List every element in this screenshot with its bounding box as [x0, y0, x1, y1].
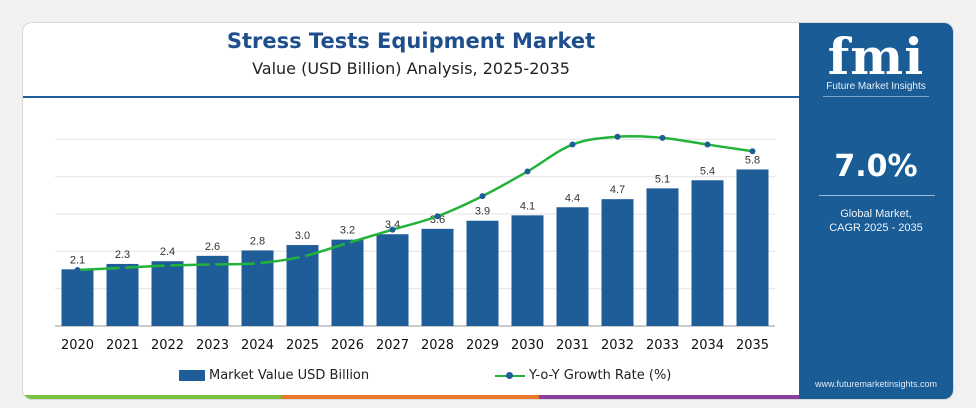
growth-rate-line: [77, 134, 753, 272]
x-tick-2023: 2023: [196, 338, 229, 353]
bar-2030: [511, 215, 544, 326]
bar-label-2034: 5.4: [700, 165, 715, 177]
bar-label-2024: 2.8: [250, 235, 265, 247]
x-tick-2027: 2027: [376, 338, 409, 353]
cagr-label-line2: CAGR 2025 - 2035: [829, 222, 923, 234]
chart-subtitle: Value (USD Billion) Analysis, 2025-2035: [252, 59, 570, 78]
x-tick-2035: 2035: [736, 338, 769, 353]
chart-card: Stress Tests Equipment Market Value (USD…: [22, 22, 954, 400]
bar-label-2025: 3.0: [295, 230, 310, 242]
legend-bar-label: Market Value USD Billion: [209, 368, 370, 383]
bar-2033: [646, 188, 679, 326]
title-divider: [23, 96, 799, 98]
growth-point-2029: [479, 193, 486, 200]
bar-label-2031: 4.4: [565, 192, 580, 204]
x-tick-2034: 2034: [691, 338, 724, 353]
x-tick-2025: 2025: [286, 338, 319, 353]
cagr-label: Global Market, CAGR 2025 - 2035: [799, 207, 953, 235]
legend-item-market-value: Market Value USD Billion: [179, 368, 369, 383]
growth-point-2031: [569, 141, 576, 148]
chart-title: Stress Tests Equipment Market: [226, 29, 596, 53]
growth-point-2023: [209, 261, 216, 268]
logo-divider: [823, 96, 929, 97]
bar-2022: [151, 261, 184, 326]
growth-point-2028: [434, 213, 441, 220]
x-tick-2032: 2032: [601, 338, 634, 353]
growth-point-2024: [254, 260, 261, 267]
bar-2020: [61, 269, 94, 326]
fmi-logo: fmi: [827, 27, 925, 86]
bar-2032: [601, 199, 634, 326]
growth-point-2027: [389, 226, 396, 233]
cagr-value: 7.0%: [834, 149, 918, 184]
x-tick-2021: 2021: [106, 338, 139, 353]
growth-point-2032: [614, 133, 621, 140]
bar-2034: [691, 180, 724, 326]
bar-label-2033: 5.1: [655, 173, 670, 185]
bar-2026: [331, 239, 364, 326]
bar-2023: [196, 255, 229, 326]
x-tick-2024: 2024: [241, 338, 274, 353]
website-link[interactable]: www.futuremarketinsights.com: [814, 379, 938, 389]
legend-bar-swatch: [179, 370, 205, 381]
bar-label-2030: 4.1: [520, 200, 535, 212]
bar-label-2029: 3.9: [475, 206, 490, 218]
bottom-stripe-purple: [539, 395, 799, 399]
x-tick-2026: 2026: [331, 338, 364, 353]
bar-2035: [736, 169, 769, 326]
legend-line-label: Y-o-Y Growth Rate (%): [529, 368, 672, 383]
growth-point-2035: [749, 148, 756, 155]
growth-point-2026: [344, 240, 351, 247]
x-tick-2020: 2020: [61, 338, 94, 353]
legend-line-swatch: [495, 370, 525, 382]
growth-point-2020: [74, 267, 81, 273]
bar-label-2035: 5.8: [745, 154, 760, 166]
bar-label-2026: 3.2: [340, 225, 355, 237]
bar-label-2020: 2.1: [70, 254, 85, 266]
brand-sidebar: fmi Future Market Insights 7.0% Global M…: [799, 23, 953, 399]
cagr-label-line1: Global Market,: [840, 208, 912, 220]
legend-item-growth-rate: Y-o-Y Growth Rate (%): [495, 368, 671, 383]
cagr-divider: [819, 195, 935, 196]
growth-point-2034: [704, 141, 711, 148]
growth-point-2021: [119, 264, 126, 271]
x-tick-2029: 2029: [466, 338, 499, 353]
bottom-stripe-green: [23, 395, 281, 399]
bar-label-2021: 2.3: [115, 249, 130, 261]
market-chart: 2.1 2020 2.3 2021 2.4 2022 2.6 2023 2.8 2024 3.0 20…: [55, 133, 775, 353]
x-tick-2022: 2022: [151, 338, 184, 353]
logo-subtitle: Future Market Insights: [826, 81, 926, 92]
bar-2028: [421, 228, 454, 326]
x-tick-2033: 2033: [646, 338, 679, 353]
bar-2031: [556, 207, 589, 326]
growth-point-2022: [164, 262, 171, 269]
bar-2027: [376, 234, 409, 326]
x-tick-2030: 2030: [511, 338, 544, 353]
bottom-stripe-orange: [281, 395, 539, 399]
bar-label-2023: 2.6: [205, 241, 220, 253]
bar-label-2022: 2.4: [160, 246, 175, 258]
bar-label-2032: 4.7: [610, 184, 625, 196]
growth-point-2025: [299, 253, 306, 260]
x-tick-2031: 2031: [556, 338, 589, 353]
growth-point-2033: [659, 134, 666, 141]
growth-point-2030: [524, 168, 531, 175]
bar-2021: [106, 263, 139, 326]
x-tick-2028: 2028: [421, 338, 454, 353]
bar-2029: [466, 220, 499, 326]
